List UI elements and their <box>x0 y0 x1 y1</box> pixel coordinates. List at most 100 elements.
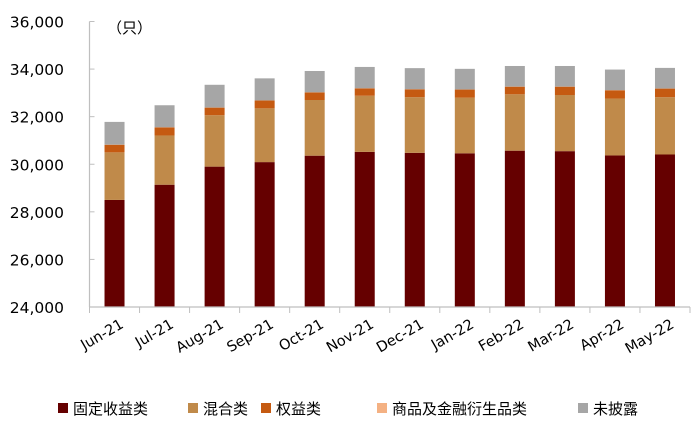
bar-stack-dec-21 <box>404 68 425 307</box>
bar-segment <box>254 162 275 307</box>
bar-segment <box>354 95 375 152</box>
bar-segment <box>304 100 325 156</box>
x-tick-label: Jul-21 <box>132 317 177 352</box>
x-tick-label: Mar-22 <box>525 317 576 356</box>
bar-segment <box>654 154 675 307</box>
bar-segment <box>604 155 625 307</box>
bar-segment <box>154 184 175 307</box>
legend-label: 混合类 <box>203 399 249 418</box>
legend-label: 固定收益类 <box>73 399 149 418</box>
legend-item-undisclosed: 未披露 <box>578 396 638 420</box>
bar-segment <box>154 135 175 185</box>
bar-stack-oct-21 <box>304 70 325 307</box>
bar-segment <box>104 152 125 200</box>
bar-segment <box>554 65 575 87</box>
bar-segment <box>204 84 225 108</box>
x-tick-label: Feb-22 <box>476 317 527 356</box>
bar-segment <box>254 78 275 101</box>
bar-segment <box>154 127 175 136</box>
bar-stack-apr-22 <box>604 69 625 307</box>
legend-label: 商品及金融衍生品类 <box>392 399 528 418</box>
bar-segment <box>204 107 225 116</box>
bar-segment <box>304 70 325 93</box>
bar-segment <box>654 88 675 98</box>
bar-segment <box>104 144 125 153</box>
bar-stack-may-22 <box>654 67 675 307</box>
bar-segment <box>354 88 375 96</box>
x-tick-label: Apr-22 <box>578 317 627 355</box>
y-tick-label: 28,000 <box>10 204 64 222</box>
bar-segment <box>554 151 575 307</box>
legend-swatch-icon <box>58 403 68 413</box>
legend-item-mixed: 混合类 <box>188 396 248 420</box>
bar-segment <box>454 153 475 307</box>
bars <box>104 65 675 307</box>
bar-segment <box>254 108 275 163</box>
bar-stack-jun-21 <box>104 121 125 307</box>
legend-label: 未披露 <box>593 399 639 418</box>
legend-swatch-icon <box>261 403 271 413</box>
x-tick-label: Jun-21 <box>78 317 127 355</box>
bar-segment <box>554 95 575 152</box>
bar-stack-jul-21 <box>154 105 175 307</box>
bar-segment <box>504 86 525 95</box>
bar-segment <box>354 151 375 307</box>
x-tick-label: Nov-21 <box>324 317 377 357</box>
bar-segment <box>404 152 425 307</box>
y-tick-label: 36,000 <box>10 14 64 32</box>
bar-segment <box>654 67 675 89</box>
bar-segment <box>254 100 275 109</box>
y-tick-label: 34,000 <box>10 61 64 79</box>
bar-segment <box>454 89 475 98</box>
bar-segment <box>154 105 175 128</box>
bar-segment <box>604 98 625 156</box>
y-axis: 24,000 26,000 28,000 30,000 32,000 34,000 36,0… <box>10 14 95 317</box>
x-tick-label: Dec-21 <box>374 317 427 357</box>
legend-swatch-icon <box>188 403 198 413</box>
bar-segment <box>504 94 525 151</box>
bar-segment <box>204 115 225 167</box>
x-tick-label: May-22 <box>623 317 677 358</box>
x-tick-label: Aug-21 <box>174 317 227 357</box>
bar-segment <box>404 89 425 98</box>
bar-stack-mar-22 <box>554 65 575 307</box>
unit-label: （只） <box>107 19 152 37</box>
bar-stack-feb-22 <box>504 65 525 307</box>
legend-item-equity: 权益类 <box>261 396 321 420</box>
legend-swatch-icon <box>578 403 588 413</box>
bar-segment <box>304 155 325 307</box>
y-tick-label: 32,000 <box>10 109 64 127</box>
bar-stack-aug-21 <box>204 84 225 307</box>
bar-segment <box>604 90 625 99</box>
legend: 固定收益类 混合类 权益类 商品及金融衍生品类 未披露 <box>0 396 700 420</box>
y-tick-label: 30,000 <box>10 156 64 174</box>
x-tick-label: Sep-21 <box>224 317 276 356</box>
x-tick-label: Oct-21 <box>276 317 326 355</box>
bar-segment <box>604 69 625 91</box>
bar-segment <box>404 97 425 153</box>
bar-segment <box>504 150 525 307</box>
bar-segment <box>304 92 325 101</box>
y-tick-label: 26,000 <box>10 251 64 269</box>
y-tick-label: 24,000 <box>10 299 64 317</box>
bar-segment <box>554 86 575 96</box>
bar-stack-sep-21 <box>254 78 275 307</box>
bar-segment <box>204 166 225 307</box>
bar-stack-jan-22 <box>454 68 475 307</box>
bar-segment <box>404 68 425 90</box>
bar-segment <box>454 97 475 154</box>
bar-segment <box>504 65 525 87</box>
legend-item-commodities-derivatives: 商品及金融衍生品类 <box>377 396 527 420</box>
bar-segment <box>354 66 375 89</box>
bar-stack-nov-21 <box>354 66 375 307</box>
x-tick-label: Jan-22 <box>428 317 477 354</box>
bar-segment <box>104 121 125 145</box>
legend-label: 权益类 <box>276 399 322 418</box>
bar-segment <box>454 68 475 90</box>
legend-item-fixed-income: 固定收益类 <box>58 396 148 420</box>
bar-segment <box>654 97 675 155</box>
bar-segment <box>104 199 125 307</box>
legend-swatch-icon <box>377 403 387 413</box>
